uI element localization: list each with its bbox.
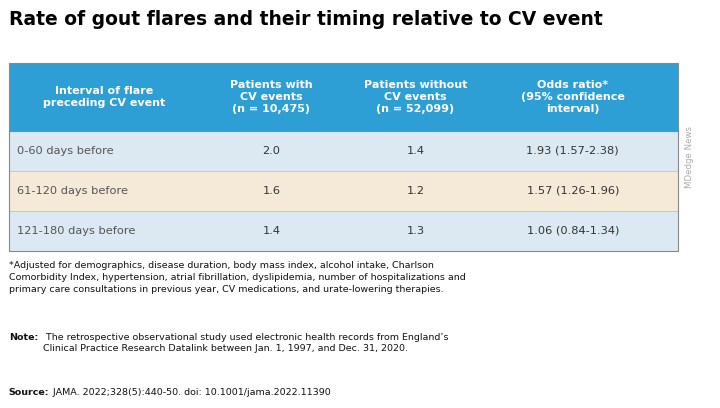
Text: Patients with
CV events
(n = 10,475): Patients with CV events (n = 10,475): [230, 80, 312, 114]
Text: The retrospective observational study used electronic health records from Englan: The retrospective observational study us…: [43, 333, 449, 353]
Text: Note:: Note:: [9, 333, 38, 341]
Text: *Adjusted for demographics, disease duration, body mass index, alcohol intake, C: *Adjusted for demographics, disease dura…: [9, 261, 465, 294]
Text: 1.93 (1.57-2.38): 1.93 (1.57-2.38): [526, 146, 619, 156]
Text: 61-120 days before: 61-120 days before: [17, 186, 128, 196]
Text: 1.6: 1.6: [263, 186, 281, 196]
Text: Odds ratio*
(95% confidence
interval): Odds ratio* (95% confidence interval): [521, 80, 625, 114]
Text: 121-180 days before: 121-180 days before: [17, 226, 135, 236]
Text: Interval of flare
preceding CV event: Interval of flare preceding CV event: [43, 86, 165, 108]
Text: Source:: Source:: [9, 388, 49, 397]
Text: 1.57 (1.26-1.96): 1.57 (1.26-1.96): [526, 186, 619, 196]
Text: Patients without
CV events
(n = 52,099): Patients without CV events (n = 52,099): [364, 80, 467, 114]
Bar: [9, 171, 678, 211]
Text: 1.4: 1.4: [263, 226, 281, 236]
Bar: [9, 211, 678, 251]
Text: Rate of gout flares and their timing relative to CV event: Rate of gout flares and their timing rel…: [9, 10, 603, 29]
Text: 1.4: 1.4: [406, 146, 424, 156]
Text: 0-60 days before: 0-60 days before: [17, 146, 114, 156]
Bar: [9, 131, 678, 171]
Text: 1.2: 1.2: [406, 186, 424, 196]
Text: JAMA. 2022;328(5):440-50. doi: 10.1001/jama.2022.11390: JAMA. 2022;328(5):440-50. doi: 10.1001/j…: [50, 388, 330, 397]
Text: 1.3: 1.3: [406, 226, 425, 236]
Text: 2.0: 2.0: [263, 146, 281, 156]
Text: MDedge News: MDedge News: [685, 126, 694, 188]
Text: 1.06 (0.84-1.34): 1.06 (0.84-1.34): [526, 226, 619, 236]
